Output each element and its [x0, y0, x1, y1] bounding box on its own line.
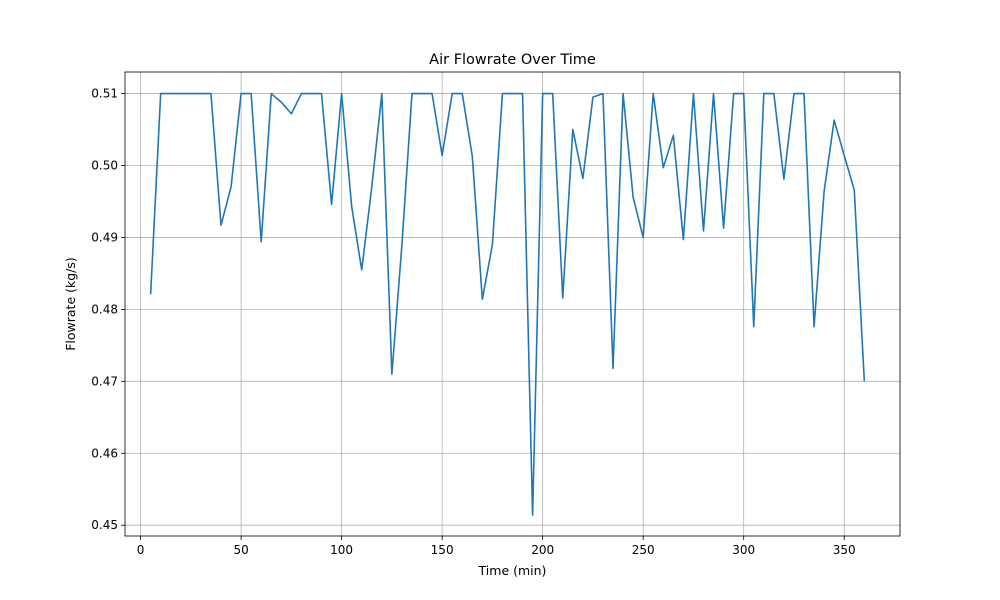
x-tick-label: 100 [330, 543, 353, 557]
series-line-air-flowrate [149, 92, 866, 516]
y-tick-label: 0.47 [91, 374, 118, 388]
y-tick-label: 0.50 [91, 159, 118, 173]
x-tick-label: 300 [732, 543, 755, 557]
x-tick-label: 50 [233, 543, 248, 557]
y-tick-label: 0.51 [91, 87, 118, 101]
y-axis-label: Flowrate (kg/s) [63, 257, 78, 351]
plot-frame [124, 71, 901, 537]
x-tick-label: 150 [431, 543, 454, 557]
y-tick-label: 0.48 [91, 302, 118, 316]
x-tick-label: 200 [531, 543, 554, 557]
y-tick-label: 0.45 [91, 518, 118, 532]
x-axis-ticks: 0 50 100 150 200 250 300 350 [137, 536, 856, 557]
y-tick-label: 0.46 [91, 446, 118, 460]
grid-lines [125, 72, 900, 536]
x-tick-label: 0 [137, 543, 145, 557]
y-tick-label: 0.49 [91, 230, 118, 244]
x-axis-label: Time (min) [478, 563, 547, 578]
y-axis-ticks: 0.45 0.46 0.47 0.48 0.49 0.50 0.51 [91, 87, 125, 532]
chart-title: Air Flowrate Over Time [429, 52, 596, 68]
x-tick-label: 350 [833, 543, 856, 557]
x-tick-label: 250 [632, 543, 655, 557]
